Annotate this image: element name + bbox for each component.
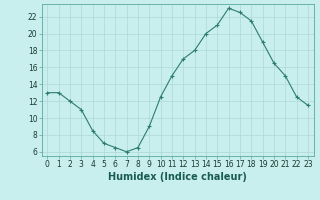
X-axis label: Humidex (Indice chaleur): Humidex (Indice chaleur) [108, 172, 247, 182]
